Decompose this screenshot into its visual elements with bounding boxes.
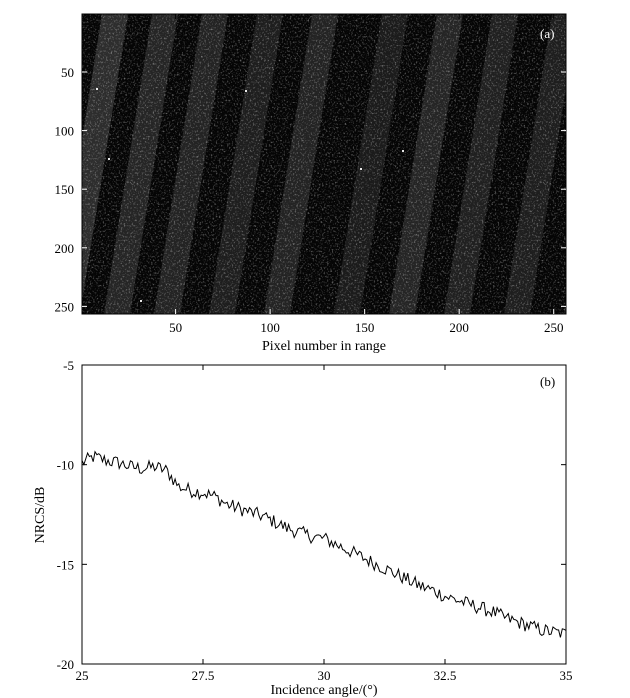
y-tick-label: -5 <box>63 358 74 373</box>
panel-b-y-axis-label: NRCS/dB <box>33 487 48 544</box>
sar-image <box>82 14 566 314</box>
x-tick-label: 25 <box>76 668 89 683</box>
y-tick-label: 100 <box>55 124 75 139</box>
x-tick-label: 50 <box>169 320 182 335</box>
y-tick-label: 50 <box>61 65 74 80</box>
x-tick-label: 35 <box>560 668 573 683</box>
y-tick-label: 150 <box>55 182 75 197</box>
y-tick-label: -15 <box>57 557 74 572</box>
image-speckle <box>82 14 566 314</box>
panel-b-x-ticks: 25 27.5 30 32.5 35 <box>76 365 573 683</box>
panel-a-x-axis-label: Pixel number in range <box>262 339 386 354</box>
y-tick-label: 250 <box>55 299 75 314</box>
panel-b-frame <box>81 364 567 665</box>
panel-a-x-ticks: 50 100 150 200 250 <box>169 14 563 335</box>
image-streak <box>564 301 566 314</box>
panel-a: 50 100 150 200 250 50 100 150 200 250 (a) Pixel … <box>55 13 567 354</box>
panel-b-y-ticks: -20 -15 -10 -5 <box>57 358 566 672</box>
x-tick-label: 100 <box>260 320 280 335</box>
y-tick-label: -10 <box>57 458 74 473</box>
y-tick-label: 200 <box>55 241 75 256</box>
x-tick-label: 30 <box>318 668 331 683</box>
x-tick-label: 150 <box>355 320 375 335</box>
x-tick-label: 27.5 <box>192 668 215 683</box>
panel-b-x-axis-label: Incidence angle/(°) <box>270 683 377 698</box>
panel-a-frame <box>81 13 567 315</box>
panel-a-label: (a) <box>540 26 554 41</box>
nrcs-series-line <box>82 450 566 638</box>
x-tick-label: 200 <box>449 320 469 335</box>
panel-a-y-ticks: 50 100 150 200 250 <box>55 65 566 314</box>
panel-b-label: (b) <box>540 374 555 389</box>
x-tick-label: 32.5 <box>434 668 457 683</box>
x-tick-label: 250 <box>544 320 564 335</box>
panel-b: 25 27.5 30 32.5 35 -20 -15 -10 -5 (b) Incidence… <box>33 358 573 698</box>
y-tick-label: -20 <box>57 657 74 672</box>
